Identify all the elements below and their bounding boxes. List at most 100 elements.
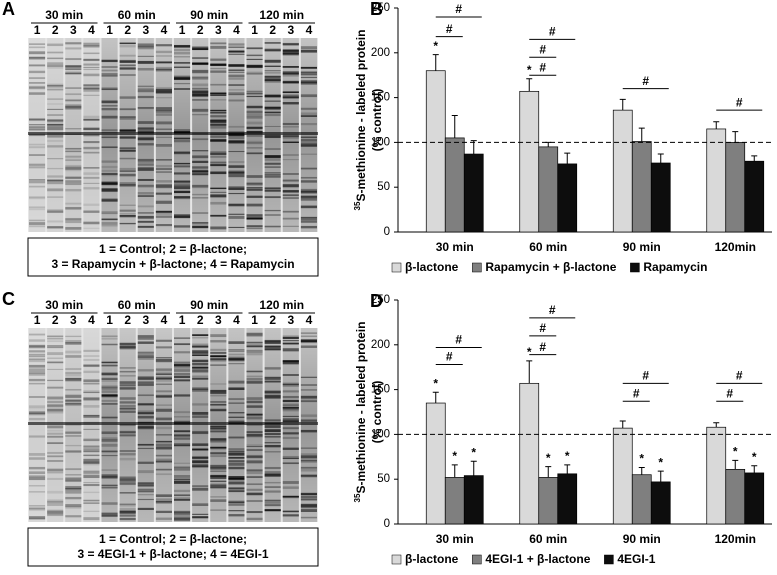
gel-band bbox=[174, 379, 191, 382]
gel-band bbox=[119, 117, 136, 120]
gel-band bbox=[282, 390, 299, 393]
gel-band bbox=[300, 398, 317, 400]
y-axis-label-sup: 35 bbox=[353, 493, 362, 502]
gel-band bbox=[29, 225, 46, 228]
gel-band bbox=[47, 84, 64, 87]
gel-band bbox=[246, 121, 263, 125]
gel-band bbox=[192, 57, 209, 59]
gel-band bbox=[83, 134, 100, 137]
gel-band bbox=[246, 493, 263, 496]
gel-band bbox=[192, 460, 209, 464]
gel-band bbox=[137, 221, 154, 223]
gel-band bbox=[228, 476, 245, 480]
gel-band bbox=[192, 337, 209, 339]
y-axis-label: 35S-methionine - labeled protein bbox=[353, 30, 368, 211]
gel-band bbox=[228, 203, 245, 207]
gel-band bbox=[246, 350, 263, 354]
gel-band bbox=[174, 191, 191, 194]
gel-band bbox=[119, 149, 136, 153]
gel-band bbox=[228, 420, 245, 424]
gel-band bbox=[264, 391, 281, 394]
gel-band bbox=[101, 387, 118, 391]
gel-band bbox=[264, 339, 281, 343]
gel-band bbox=[119, 431, 136, 434]
gel-band bbox=[228, 165, 245, 168]
gel-band bbox=[29, 166, 46, 169]
gel-band bbox=[155, 359, 172, 362]
gel-band bbox=[246, 492, 263, 495]
gel-band bbox=[119, 116, 136, 118]
gel-band bbox=[192, 504, 209, 506]
gel-band bbox=[192, 90, 209, 92]
gel-band bbox=[192, 76, 209, 78]
gel-band bbox=[155, 441, 172, 444]
gel-band bbox=[137, 394, 154, 397]
gel-band bbox=[282, 421, 299, 423]
error-bar bbox=[545, 141, 552, 147]
gel-band bbox=[246, 405, 263, 408]
gel-band bbox=[29, 43, 46, 46]
gel-band bbox=[101, 393, 118, 396]
gel-band bbox=[101, 515, 118, 517]
gel-band bbox=[300, 107, 317, 110]
y-axis-label-2: (% control) bbox=[370, 89, 384, 152]
gel-band bbox=[192, 47, 209, 50]
gel-band bbox=[47, 405, 64, 408]
gel-band bbox=[210, 42, 227, 45]
gel-band bbox=[210, 123, 227, 126]
gel-band bbox=[282, 93, 299, 96]
gel-band bbox=[210, 358, 227, 361]
gel-band bbox=[83, 355, 100, 357]
gel-band bbox=[300, 153, 317, 155]
gel-band bbox=[282, 95, 299, 99]
gel-band bbox=[228, 356, 245, 358]
gel-band bbox=[174, 351, 191, 354]
gel-band bbox=[155, 168, 172, 170]
error-bar bbox=[564, 152, 571, 164]
gel-band bbox=[282, 447, 299, 450]
gel-band bbox=[210, 214, 227, 217]
gel-band bbox=[264, 433, 281, 436]
gel-band bbox=[210, 409, 227, 412]
gel-band bbox=[83, 438, 100, 442]
lane-label: 3 bbox=[215, 313, 222, 327]
gel-band bbox=[101, 183, 118, 186]
gel-band bbox=[29, 505, 46, 507]
gel-band bbox=[101, 395, 118, 398]
gel-band bbox=[101, 437, 118, 440]
gel-band bbox=[228, 510, 245, 512]
gel-band bbox=[210, 63, 227, 67]
gel-band bbox=[83, 45, 100, 48]
gel-band bbox=[101, 165, 118, 169]
gel-band bbox=[264, 106, 281, 110]
gel-band bbox=[29, 485, 46, 487]
gel-band bbox=[300, 414, 317, 417]
gel-band bbox=[210, 187, 227, 190]
gel-band bbox=[264, 158, 281, 161]
gel-band bbox=[137, 88, 154, 90]
gel-band bbox=[192, 173, 209, 176]
gel-band bbox=[282, 496, 299, 499]
lane-label: 2 bbox=[197, 23, 204, 37]
gel-band bbox=[155, 107, 172, 110]
gel-band bbox=[83, 73, 100, 77]
gel-band bbox=[210, 509, 227, 511]
legend-box bbox=[27, 527, 319, 567]
gel-band bbox=[101, 474, 118, 478]
gel-band bbox=[246, 195, 263, 198]
gel-band bbox=[137, 136, 154, 140]
bracket-label: # bbox=[633, 386, 640, 400]
x-tick-label: 120min bbox=[715, 240, 756, 254]
gel-band bbox=[192, 93, 209, 97]
gel-band bbox=[47, 103, 64, 105]
gel-band bbox=[246, 54, 263, 57]
gel-band bbox=[174, 364, 191, 368]
gel-band bbox=[65, 515, 82, 518]
gel-band bbox=[119, 147, 136, 150]
gel-band bbox=[264, 111, 281, 114]
gel-band bbox=[300, 506, 317, 509]
gel-band bbox=[47, 124, 64, 128]
gel-band bbox=[246, 413, 263, 417]
gel-band bbox=[228, 353, 245, 356]
gel-band bbox=[228, 387, 245, 390]
